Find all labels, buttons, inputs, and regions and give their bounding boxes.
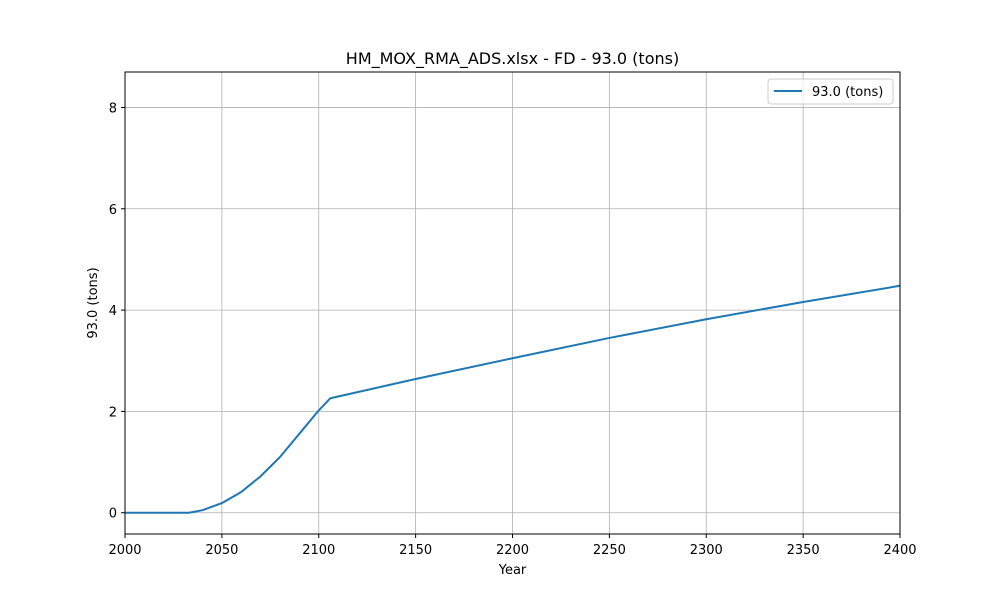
- x-axis-label: Year: [498, 563, 527, 578]
- x-tick-label: 2200: [496, 543, 529, 558]
- x-tick-label: 2250: [593, 543, 626, 558]
- y-tick-label: 8: [109, 101, 117, 116]
- legend-label: 93.0 (tons): [812, 85, 883, 100]
- series-lines: [125, 284, 901, 514]
- legend: 93.0 (tons): [767, 78, 894, 105]
- y-tick-label: 6: [109, 203, 117, 218]
- x-tick-label: 2050: [205, 543, 238, 558]
- y-tick-label: 0: [109, 507, 117, 522]
- x-tick-label: 2000: [108, 543, 141, 558]
- x-axis-ticks: 2000 2050 2100 2150 2200 2250 2300 2350 2400: [108, 534, 917, 558]
- x-tick-label: 2400: [883, 543, 916, 558]
- series-line-0: [125, 284, 901, 514]
- y-axis-ticks: 0 2 4 6 8: [109, 101, 125, 522]
- x-tick-label: 2350: [787, 543, 820, 558]
- y-tick-label: 4: [109, 304, 117, 319]
- x-tick-label: 2300: [690, 543, 723, 558]
- legend-box: [767, 78, 894, 105]
- y-axis-label: 93.0 (tons): [86, 267, 101, 338]
- x-tick-label: 2150: [399, 543, 432, 558]
- x-tick-label: 2100: [302, 543, 335, 558]
- y-tick-label: 2: [109, 405, 117, 420]
- chart-title: HM_MOX_RMA_ADS.xlsx - FD - 93.0 (tons): [346, 49, 679, 69]
